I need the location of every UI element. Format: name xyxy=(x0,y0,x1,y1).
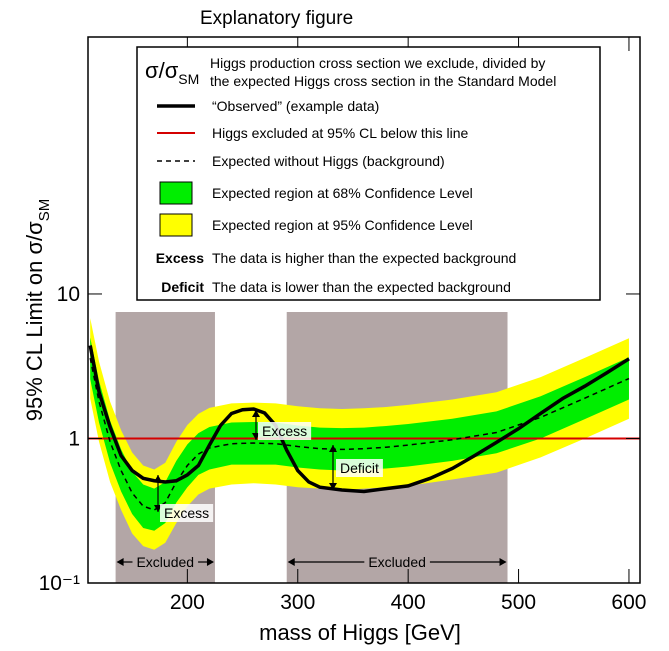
legend-note-key: Deficit xyxy=(161,279,204,295)
legend-label: Expected without Higgs (background) xyxy=(212,153,445,169)
legend-band xyxy=(159,213,193,237)
annotation-box xyxy=(160,504,214,522)
arrow-head xyxy=(206,558,214,566)
x-tick-label: 400 xyxy=(391,591,426,614)
band xyxy=(90,337,629,531)
arrow-head xyxy=(154,475,162,482)
y-tick-label: 1 xyxy=(68,427,80,450)
legend-symbol-main: σ/σ xyxy=(145,58,179,83)
excluded-label: Excluded xyxy=(136,554,194,570)
legend-note-text: The data is higher than the expected bac… xyxy=(212,250,516,266)
legend-description: Higgs production cross section we exclud… xyxy=(210,55,545,71)
legend-label: “Observed” (example data) xyxy=(212,98,379,114)
x-tick-label: 300 xyxy=(280,591,315,614)
arrow-head xyxy=(252,410,260,417)
expected-line xyxy=(89,357,630,511)
legend-label: Expected region at 68% Confidence Level xyxy=(212,185,473,201)
legend-symbol-sub: SM xyxy=(178,71,199,87)
arrow-head xyxy=(329,483,337,490)
legend-description: the expected Higgs cross section in the … xyxy=(210,73,556,89)
x-tick-label: 200 xyxy=(170,591,205,614)
excluded-label: Excluded xyxy=(368,554,426,570)
legend-note-key: Excess xyxy=(156,250,204,266)
y-tick-label: 10⁻¹ xyxy=(39,572,80,595)
y-axis-label-main: 95% CL Limit on σ/σ xyxy=(22,221,47,421)
legend-box xyxy=(136,46,601,301)
plot xyxy=(88,312,640,583)
y-axis-label: 95% CL Limit on σ/σSM xyxy=(22,199,53,421)
x-tick-label: 600 xyxy=(611,591,646,614)
plot-frame xyxy=(87,36,641,584)
chart-title: Explanatory figure xyxy=(200,8,353,29)
legend-note-text: The data is lower than the expected back… xyxy=(212,279,511,295)
legend-label: Higgs excluded at 95% CL below this line xyxy=(212,125,469,141)
legend-label: Expected region at 95% Confidence Level xyxy=(212,217,473,233)
annotation-box xyxy=(336,459,383,477)
arrow-head xyxy=(116,558,124,566)
annotation: Excess xyxy=(164,505,209,521)
arrow-head xyxy=(287,558,295,566)
x-axis-label: mass of Higgs [GeV] xyxy=(259,620,461,645)
y-axis-label-sub: SM xyxy=(36,199,53,222)
annotation-box xyxy=(258,422,312,440)
arrow-head xyxy=(329,445,337,452)
annotation: Deficit xyxy=(340,460,379,476)
y-tick-label: 10 xyxy=(57,283,80,306)
annotation: Excess xyxy=(262,423,307,439)
x-tick-label: 500 xyxy=(501,591,536,614)
legend-symbol: σ/σSM xyxy=(145,58,199,87)
arrow-head xyxy=(499,558,507,566)
legend-band xyxy=(159,181,193,205)
